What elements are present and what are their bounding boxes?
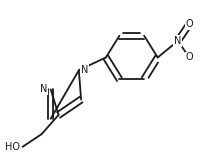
Text: HO: HO xyxy=(5,142,20,152)
Text: O: O xyxy=(185,52,193,62)
Text: N: N xyxy=(174,36,182,46)
Text: N: N xyxy=(40,84,47,94)
Text: O: O xyxy=(185,19,193,29)
Text: N: N xyxy=(81,65,88,75)
